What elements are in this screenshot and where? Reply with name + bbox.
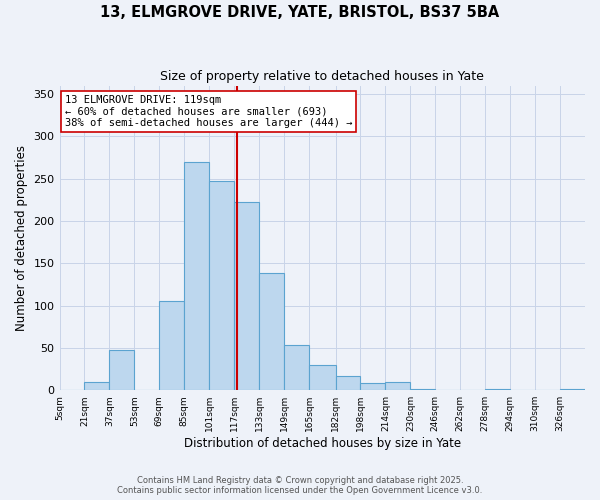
Y-axis label: Number of detached properties: Number of detached properties (15, 145, 28, 331)
Bar (335, 376, 361, 390)
Bar (361, 384, 385, 390)
Bar (309, 365, 335, 390)
Bar (209, 181, 234, 390)
Bar (234, 202, 259, 390)
Bar (485, 388, 510, 390)
Text: 13 ELMGROVE DRIVE: 119sqm
← 60% of detached houses are smaller (693)
38% of semi: 13 ELMGROVE DRIVE: 119sqm ← 60% of detac… (65, 94, 352, 128)
X-axis label: Distribution of detached houses by size in Yate: Distribution of detached houses by size … (184, 437, 461, 450)
Text: Contains HM Land Registry data © Crown copyright and database right 2025.
Contai: Contains HM Land Registry data © Crown c… (118, 476, 482, 495)
Bar (385, 382, 410, 390)
Bar (85, 382, 109, 390)
Bar (560, 388, 585, 390)
Bar (109, 350, 134, 390)
Text: 13, ELMGROVE DRIVE, YATE, BRISTOL, BS37 5BA: 13, ELMGROVE DRIVE, YATE, BRISTOL, BS37 … (100, 5, 500, 20)
Bar (410, 388, 436, 390)
Bar (284, 346, 309, 390)
Bar (259, 274, 284, 390)
Title: Size of property relative to detached houses in Yate: Size of property relative to detached ho… (160, 70, 484, 83)
Bar (160, 302, 184, 390)
Bar (184, 162, 209, 390)
